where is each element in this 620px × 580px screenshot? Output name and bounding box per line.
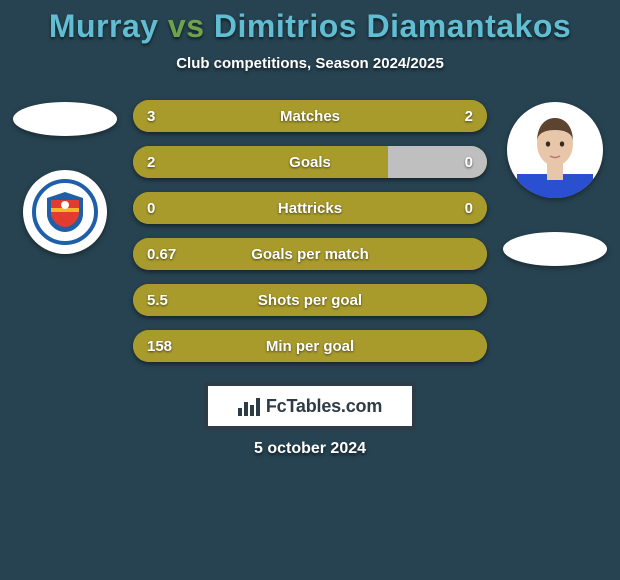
stat-bar: 158 Min per goal bbox=[133, 330, 487, 362]
flag-left-icon bbox=[13, 102, 117, 136]
left-column bbox=[11, 100, 119, 254]
stat-bar-value-left: 0 bbox=[147, 200, 155, 217]
right-column bbox=[501, 100, 609, 266]
stat-bar-value-left: 158 bbox=[147, 338, 172, 355]
stat-bar-metric-label: Hattricks bbox=[278, 200, 342, 217]
stat-bar-metric-label: Shots per goal bbox=[258, 292, 362, 309]
stat-bar: 0 Hattricks 0 bbox=[133, 192, 487, 224]
subtitle: Club competitions, Season 2024/2025 bbox=[0, 55, 620, 72]
stat-bar-metric-label: Min per goal bbox=[266, 338, 354, 355]
stat-bar-value-right: 0 bbox=[465, 154, 473, 171]
stat-bar-value-right: 2 bbox=[465, 108, 473, 125]
stat-bar-value-left: 0.67 bbox=[147, 246, 176, 263]
page-title: Murray vs Dimitrios Diamantakos bbox=[0, 8, 620, 45]
stat-bar-label-row: 158 Min per goal bbox=[133, 330, 487, 362]
date-line: 5 october 2024 bbox=[0, 440, 620, 458]
club-badge-left-inner bbox=[32, 179, 98, 245]
title-player-b: Dimitrios Diamantakos bbox=[214, 8, 571, 44]
player-photo-right bbox=[507, 102, 603, 198]
stat-bar: 5.5 Shots per goal bbox=[133, 284, 487, 316]
stat-bar: 0.67 Goals per match bbox=[133, 238, 487, 270]
stat-bar-metric-label: Goals bbox=[289, 154, 331, 171]
player-avatar-icon bbox=[517, 108, 593, 198]
brand-box[interactable]: FcTables.com bbox=[204, 382, 416, 430]
stat-bar-label-row: 0.67 Goals per match bbox=[133, 238, 487, 270]
stat-bar: 3 Matches 2 bbox=[133, 100, 487, 132]
stat-bar-value-left: 5.5 bbox=[147, 292, 168, 309]
stat-bar-value-left: 2 bbox=[147, 154, 155, 171]
main-row: 3 Matches 2 2 Goals 0 0 Hattricks 0 0.67 Goals per… bbox=[0, 100, 620, 362]
club-badge-left bbox=[23, 170, 107, 254]
bars-column: 3 Matches 2 2 Goals 0 0 Hattricks 0 0.67 Goals per… bbox=[133, 100, 487, 362]
stat-bar-value-left: 3 bbox=[147, 108, 155, 125]
brand-bars-icon bbox=[238, 396, 260, 416]
title-player-a: Murray bbox=[49, 8, 159, 44]
stat-bar-label-row: 5.5 Shots per goal bbox=[133, 284, 487, 316]
stat-bar-value-right: 0 bbox=[465, 200, 473, 217]
stat-bar-label-row: 2 Goals 0 bbox=[133, 146, 487, 178]
stat-bar-label-row: 3 Matches 2 bbox=[133, 100, 487, 132]
club-shield-icon bbox=[47, 192, 83, 232]
stat-bar-label-row: 0 Hattricks 0 bbox=[133, 192, 487, 224]
brand-text: FcTables.com bbox=[266, 396, 382, 417]
title-vs: vs bbox=[168, 8, 205, 44]
content-root: Murray vs Dimitrios Diamantakos Club com… bbox=[0, 0, 620, 580]
stat-bar-metric-label: Matches bbox=[280, 108, 340, 125]
stat-bar-metric-label: Goals per match bbox=[251, 246, 369, 263]
flag-right-icon bbox=[503, 232, 607, 266]
stat-bar: 2 Goals 0 bbox=[133, 146, 487, 178]
